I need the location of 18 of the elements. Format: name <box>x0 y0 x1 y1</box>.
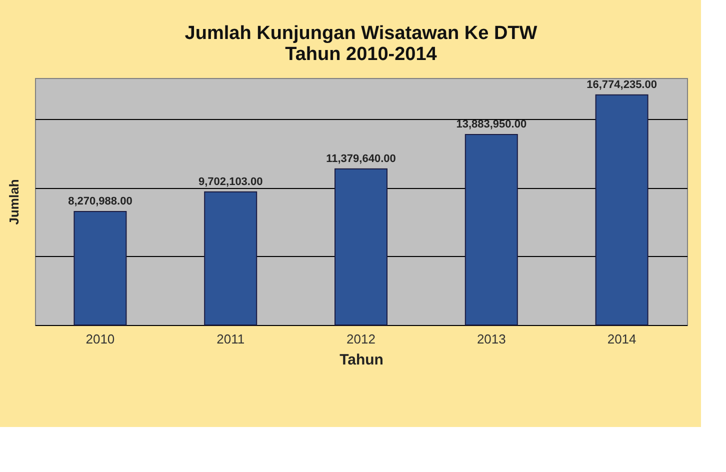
x-tick-label: 2014 <box>607 332 636 346</box>
bar <box>334 168 388 326</box>
bar <box>464 134 518 326</box>
x-tick-label: 2012 <box>346 332 376 346</box>
data-label: 13,883,950.00 <box>456 118 527 130</box>
y-axis-title: Jumlah <box>6 179 22 225</box>
chart-title: Jumlah Kunjungan Wisatawan Ke DTW Tahun 2010-2014 <box>184 23 538 65</box>
bar <box>204 191 258 326</box>
x-tick-label: 2010 <box>86 332 115 346</box>
x-tick-label: 2013 <box>476 332 506 346</box>
data-label: 11,379,640.00 <box>326 152 396 165</box>
data-label: 16,774,235.00 <box>586 78 657 91</box>
bar <box>595 94 648 326</box>
bar <box>74 211 127 326</box>
data-label: 8,270,988.00 <box>68 196 132 208</box>
data-label: 9,702,103.00 <box>198 176 263 188</box>
x-tick-label: 2011 <box>216 332 245 346</box>
x-axis-title: Tahun <box>340 352 384 368</box>
